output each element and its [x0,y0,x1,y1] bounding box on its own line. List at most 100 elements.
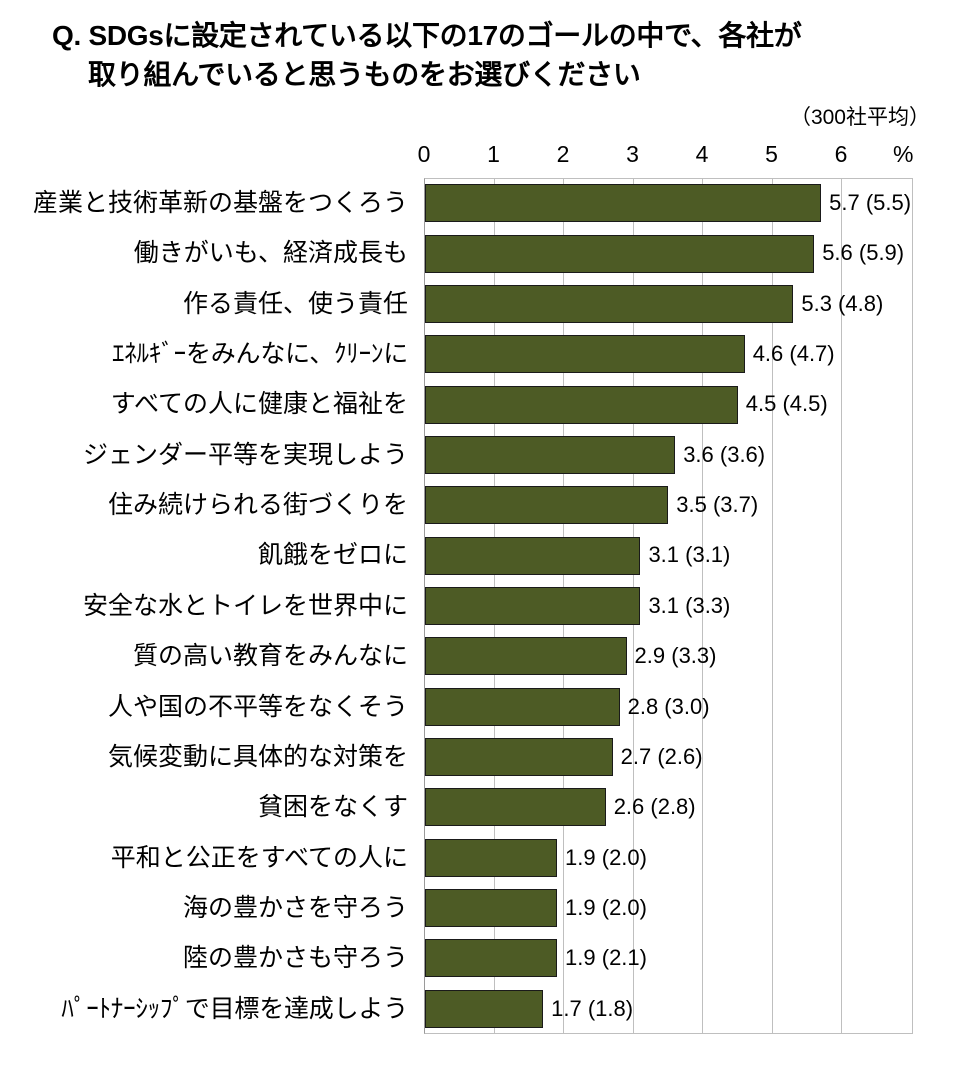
bar[interactable] [425,687,620,726]
bar-value-label: 2.9 (3.3) [634,643,717,669]
bar-value-label: 4.6 (4.7) [752,341,835,367]
bar-track: 4.5 (4.5) [425,379,914,429]
page-title-line-2: 取り組んでいると思うものをお選びください [88,59,641,90]
category-label: 安全な水とトイレを世界中に [82,591,408,620]
bar-value-label: 5.6 (5.9) [822,240,905,266]
bar-value-label: 3.1 (3.3) [648,592,731,618]
x-axis-unit-label: % [893,141,914,167]
x-axis-tick-6: 6 [834,141,848,167]
category-label: 働きがいも、経済成長も [133,239,408,268]
bar-row: 人や国の不平等をなくそう 2.8 (3.0) [0,682,958,732]
category-label: 人や国の不平等をなくそう [107,692,408,721]
bar-value-label: 5.3 (4.8) [801,290,884,316]
bar-track: 1.9 (2.1) [425,933,914,983]
bar-row: 気候変動に具体的な対策を 2.7 (2.6) [0,732,958,782]
bar[interactable] [425,989,544,1028]
gridline-5 [771,179,773,1033]
bar-track: 1.9 (2.0) [425,833,914,883]
bar-value-label: 5.7 (5.5) [829,190,912,215]
bar-row: 安全な水とトイレを世界中に 3.1 (3.3) [0,581,958,631]
bar-value-label: 1.9 (2.0) [565,844,647,870]
bar-value-label: 4.5 (4.5) [745,391,828,417]
category-label: 飢餓をゼロに [257,541,408,570]
category-label: ﾊﾟｰﾄﾅｰｼｯﾌﾟで目標を達成しよう [61,994,408,1023]
category-label: 平和と公正をすべての人に [110,843,408,872]
bar-track: 5.7 (5.5) [425,178,914,228]
bar-track: 3.1 (3.3) [425,581,914,631]
x-axis-tick-labels: 0 1 2 3 4 5 6% [0,140,958,170]
bar-row: すべての人に健康と福祉を 4.5 (4.5) [0,379,958,429]
bar-row: ﾊﾟｰﾄﾅｰｼｯﾌﾟで目標を達成しよう 1.7 (1.8) [0,984,958,1034]
bar-value-label: 2.6 (2.8) [613,794,696,820]
x-axis-tick-0: 0 [417,141,431,167]
bar-row: ジェンダー平等を実現しよう 3.6 (3.6) [0,430,958,480]
bar-row: 住み続けられる街づくりを 3.5 (3.7) [0,480,958,530]
bar-row: 質の高い教育をみんなに 2.9 (3.3) [0,631,958,681]
page-title-line-1: Q. SDGsに設定されている以下の17のゴールの中で、各社が [52,20,802,51]
x-axis-tick-3: 3 [626,141,639,167]
bar-value-label: 3.6 (3.6) [683,441,766,467]
bar-row: 作る責任、使う責任 5.3 (4.8) [0,279,958,329]
sample-size-note: （300社平均） [789,106,930,129]
bar-value-label: 3.1 (3.1) [648,542,731,568]
x-axis-tick-2: 2 [556,141,570,167]
category-label: 住み続けられる街づくりを [107,491,408,520]
bar-track: 3.1 (3.1) [425,530,914,580]
bar-track: 1.9 (2.0) [425,883,914,933]
bar-track: 3.5 (3.7) [425,480,914,530]
gridline-4 [702,179,703,1033]
category-label: 気候変動に具体的な対策を [107,742,408,771]
bar-value-label: 3.5 (3.7) [676,492,759,518]
bar[interactable] [425,435,676,474]
bar[interactable] [425,486,669,525]
bar-value-label: 1.9 (2.0) [565,894,647,920]
bar-row: 産業と技術革新の基盤をつくろう 5.7 (5.5) [0,178,958,228]
bar[interactable] [425,335,745,374]
bar[interactable] [425,536,641,575]
category-label: すべての人に健康と福祉を [110,390,408,419]
chart-title-block: Q. SDGsに設定されている以下の17のゴールの中で、各社が 取り組んでいると… [0,16,958,94]
bar-value-label: 1.7 (1.8) [551,995,634,1021]
category-label: 産業と技術革新の基盤をつくろう [32,189,408,217]
bar-track: 2.8 (3.0) [425,682,914,732]
category-label: ジェンダー平等を実現しよう [82,440,408,469]
bar-track: 1.7 (1.8) [425,984,914,1034]
bar[interactable] [425,788,606,827]
x-axis-tick-4: 4 [695,141,709,167]
category-label: 質の高い教育をみんなに [132,642,408,671]
category-label: 陸の豊かさも守ろう [182,944,408,973]
bar-value-label: 2.8 (3.0) [627,693,710,719]
bar-value-label: 2.7 (2.6) [620,743,703,769]
bar[interactable] [425,234,815,273]
bar-row: ｴﾈﾙｷﾞｰをみんなに、ｸﾘｰﾝに 4.6 (4.7) [0,329,958,379]
bar-track: 2.9 (3.3) [425,631,914,681]
bar[interactable] [425,738,613,777]
bar[interactable] [425,939,558,978]
category-label: ｴﾈﾙｷﾞｰをみんなに、ｸﾘｰﾝに [111,340,408,369]
bar-row: 貧困をなくす 2.6 (2.8) [0,782,958,832]
bar-track: 5.6 (5.9) [425,228,914,278]
bar-row: 平和と公正をすべての人に 1.9 (2.0) [0,833,958,883]
category-label: 作る責任、使う責任 [182,289,408,318]
bar[interactable] [425,184,822,223]
bar-track: 2.7 (2.6) [425,732,914,782]
bar-track: 3.6 (3.6) [425,430,914,480]
bar-value-label: 1.9 (2.1) [565,945,647,971]
bar[interactable] [425,385,738,424]
bar[interactable] [425,889,558,928]
bar[interactable] [425,637,627,676]
category-label: 海の豊かさを守ろう [182,893,408,922]
bar-row: 海の豊かさを守ろう 1.9 (2.0) [0,883,958,933]
bar-row: 陸の豊かさも守ろう 1.9 (2.1) [0,933,958,983]
x-axis-tick-5: 5 [765,141,778,167]
bar-track: 5.3 (4.8) [425,279,914,329]
bar-row: 働きがいも、経済成長も 5.6 (5.9) [0,228,958,278]
bar[interactable] [425,838,558,877]
bar[interactable] [425,284,794,323]
gridline-6 [841,179,842,1033]
bar[interactable] [425,586,641,625]
bar-track: 2.6 (2.8) [425,782,914,832]
bar-track: 4.6 (4.7) [425,329,914,379]
bar-row: 飢餓をゼロに 3.1 (3.1) [0,530,958,580]
x-axis-tick-1: 1 [487,141,500,167]
